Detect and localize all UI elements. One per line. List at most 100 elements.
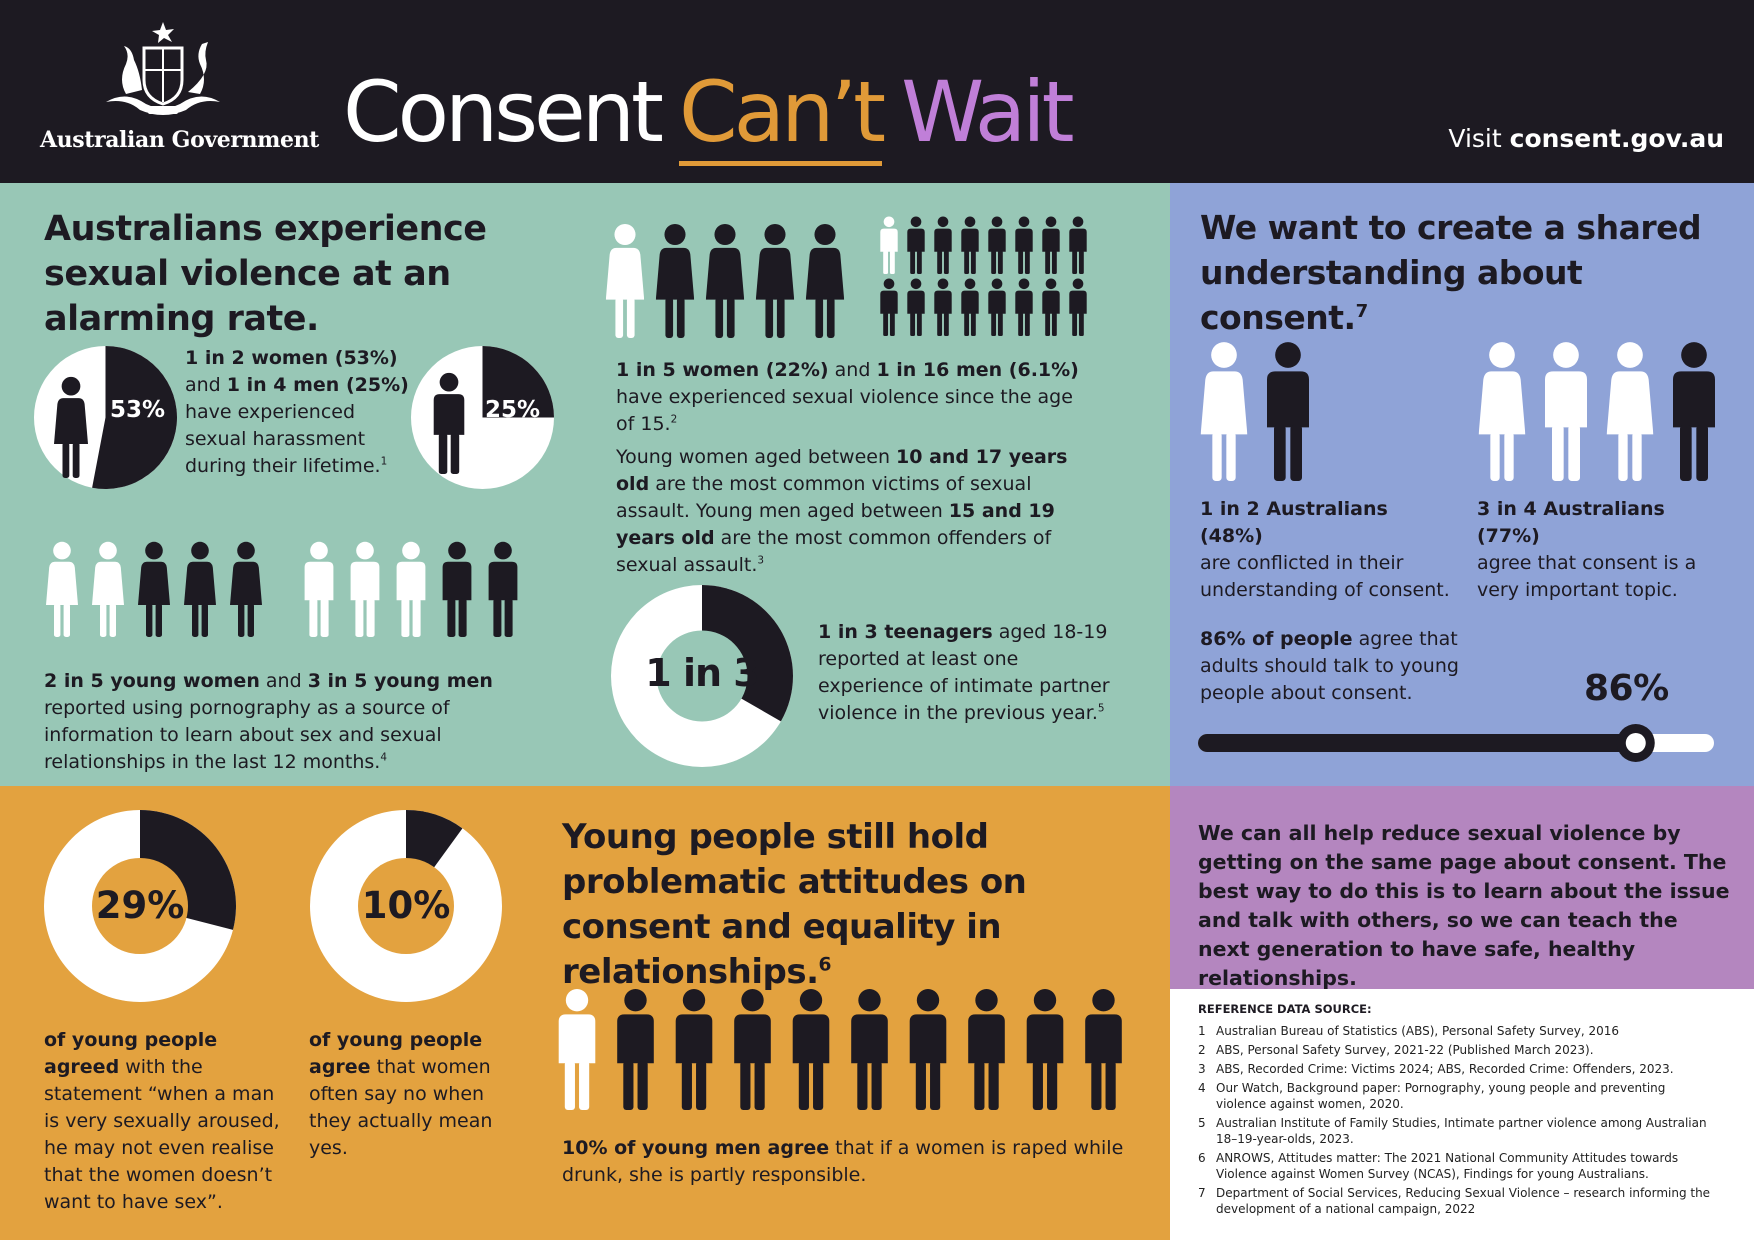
attitudes-section: 29% 10% of young people agreed with the … bbox=[0, 786, 1170, 1240]
blue-heading: We want to create a shared understanding… bbox=[1200, 208, 1702, 337]
donut-29-label: 29% bbox=[95, 884, 185, 927]
reference-item: 6 ANROWS, Attitudes matter: The 2021 Nati… bbox=[1198, 1151, 1679, 1181]
young-victims-text: Young women aged between 10 and 17 years… bbox=[616, 446, 1068, 576]
reference-item: 4 Our Watch, Background paper: Pornograph… bbox=[1198, 1081, 1666, 1111]
sexual-violence-section: Australians experience sexual violence a… bbox=[0, 183, 1170, 786]
donut-hole bbox=[656, 630, 748, 722]
visit-link[interactable]: Visit consent.gov.au bbox=[1448, 124, 1724, 153]
women-row-figures bbox=[604, 223, 854, 343]
male-figure-icon bbox=[617, 989, 654, 1110]
male-figure-icon bbox=[988, 278, 1005, 336]
female-figure-icon bbox=[806, 224, 844, 338]
reference-item: 1 Australian Bureau of Statistics (ABS), … bbox=[1198, 1024, 1619, 1038]
references-list: 1 Australian Bureau of Statistics (ABS), … bbox=[1198, 1023, 1718, 1220]
attitudes-heading: Young people still hold problematic atti… bbox=[562, 817, 1027, 992]
reference-item: 3 ABS, Recorded Crime: Victims 2024; ABS,… bbox=[1198, 1062, 1674, 1076]
sexual-violence-text: 1 in 5 women (22%) and 1 in 16 men (6.1%… bbox=[616, 359, 1079, 435]
male-figure-icon bbox=[988, 216, 1005, 274]
female-figure-icon bbox=[92, 542, 124, 637]
visit-url[interactable]: consent.gov.au bbox=[1509, 124, 1724, 153]
pie-slice bbox=[482, 346, 554, 418]
pie-slice bbox=[92, 346, 177, 489]
male-figure-icon bbox=[1042, 216, 1059, 274]
female-figure-icon bbox=[46, 542, 78, 637]
male-figure-icon bbox=[351, 542, 380, 637]
female-figure-icon bbox=[706, 224, 744, 338]
donut-10-label: 10% bbox=[361, 884, 451, 927]
female-figure-icon bbox=[138, 542, 170, 637]
slider-knob-center bbox=[1625, 733, 1646, 753]
male-figure-icon bbox=[443, 542, 472, 637]
pornography-text: 2 in 5 young women and 3 in 5 young men … bbox=[44, 670, 493, 773]
male-figure-icon bbox=[1673, 342, 1715, 481]
pie-women-label: 53% bbox=[110, 397, 166, 423]
male-figure-icon bbox=[934, 278, 951, 336]
female-figure-icon bbox=[54, 376, 88, 478]
title-consent: Consent bbox=[343, 63, 664, 161]
donut-10-chart: 10% bbox=[310, 810, 502, 1002]
title-wait: Wait bbox=[901, 63, 1074, 161]
section-heading: Australians experience sexual violence a… bbox=[44, 209, 487, 339]
orange-men-figures bbox=[554, 988, 1154, 1114]
adults-stat: 86% of people agree that adults should t… bbox=[1200, 628, 1459, 704]
male-figure-icon bbox=[1069, 216, 1086, 274]
aroused-text: of young people agreed with the statemen… bbox=[44, 1029, 280, 1213]
female-figure-icon bbox=[606, 224, 644, 338]
donut-hole bbox=[92, 858, 188, 954]
male-figure-icon bbox=[907, 216, 924, 274]
slider-label: 86% bbox=[1584, 668, 1669, 709]
header-banner: Australian Government Consent Can’t Wait… bbox=[0, 0, 1754, 183]
porn-men-figures bbox=[301, 541, 531, 641]
important-topic-stat: 3 in 4 Australians (77%) agree that conse… bbox=[1477, 498, 1697, 601]
reference-item: 7 Department of Social Services, Reducing… bbox=[1198, 1186, 1711, 1216]
female-figure-icon bbox=[1479, 342, 1526, 481]
male-figure-icon bbox=[1267, 342, 1309, 481]
male-figure-icon bbox=[397, 542, 426, 637]
male-figure-icon bbox=[489, 542, 518, 637]
conflicted-stat: 1 in 2 Australians (48%) are conflicted i… bbox=[1200, 498, 1450, 601]
teen-text: 1 in 3 teenagers aged 18-19 reported at … bbox=[818, 621, 1110, 724]
say-no-text: of young people agree that women often s… bbox=[309, 1029, 493, 1159]
male-figure-icon bbox=[968, 989, 1005, 1110]
female-figure-icon bbox=[230, 542, 262, 637]
male-figure-icon bbox=[734, 989, 771, 1110]
male-figure-icon bbox=[305, 542, 334, 637]
male-figure-icon bbox=[910, 989, 947, 1110]
reference-item: 5 Australian Institute of Family Studies,… bbox=[1198, 1116, 1707, 1146]
male-figure-icon bbox=[432, 372, 466, 474]
harassment-text: 1 in 2 women (53%) and 1 in 4 men (25%) … bbox=[185, 347, 409, 477]
coat-of-arms-icon bbox=[96, 20, 230, 120]
references-section: REFERENCE DATA SOURCE: 1 Australian Burea… bbox=[1170, 989, 1754, 1240]
men-grid-figures bbox=[878, 216, 1098, 346]
porn-women-figures bbox=[44, 541, 274, 641]
male-figure-icon bbox=[1027, 989, 1064, 1110]
government-label: Australian Government bbox=[40, 127, 319, 153]
donut-29-chart: 29% bbox=[44, 810, 236, 1002]
references-title: REFERENCE DATA SOURCE: bbox=[1198, 1002, 1372, 1016]
male-figure-icon bbox=[851, 989, 888, 1110]
drunk-text: 10% of young men agree that if a women i… bbox=[562, 1137, 1124, 1186]
male-figure-icon bbox=[961, 278, 978, 336]
shared-understanding-section: We want to create a shared understanding… bbox=[1170, 183, 1754, 786]
male-figure-icon bbox=[880, 216, 897, 274]
male-figure-icon bbox=[559, 989, 596, 1110]
male-figure-icon bbox=[1545, 342, 1587, 481]
male-figure-icon bbox=[961, 216, 978, 274]
male-figure-icon bbox=[1015, 278, 1032, 336]
female-figure-icon bbox=[1201, 342, 1248, 481]
harassment-pie-women: 53% bbox=[34, 346, 177, 489]
call-to-action-text: We can all help reduce sexual violence b… bbox=[1198, 821, 1730, 990]
male-figure-icon bbox=[1015, 216, 1032, 274]
female-figure-icon bbox=[184, 542, 216, 637]
male-figure-icon bbox=[1085, 989, 1122, 1110]
slider-fill bbox=[1198, 734, 1642, 752]
teen-donut-chart: 1 in 3 bbox=[611, 585, 793, 767]
harassment-pie-men: 25% bbox=[411, 346, 554, 489]
female-figure-icon bbox=[656, 224, 694, 338]
male-figure-icon bbox=[676, 989, 713, 1110]
male-figure-icon bbox=[793, 989, 830, 1110]
female-figure-icon bbox=[1607, 342, 1654, 481]
visit-prefix: Visit bbox=[1448, 124, 1502, 153]
campaign-title: Consent Can’t Wait bbox=[343, 63, 1075, 166]
male-figure-icon bbox=[1069, 278, 1086, 336]
